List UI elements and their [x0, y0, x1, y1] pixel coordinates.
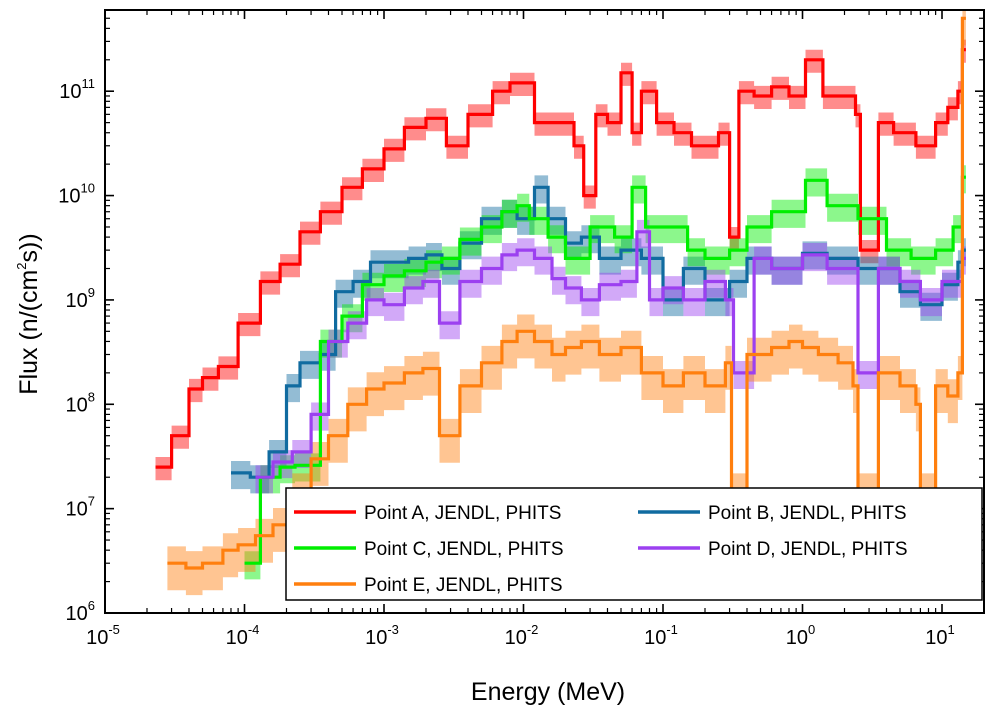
y-tick-label-exponent: 10: [81, 181, 95, 196]
x-tick-label-base: 10: [505, 627, 527, 649]
y-tick-label-exponent: 8: [88, 389, 95, 404]
x-tick-label-exponent: -1: [666, 622, 678, 637]
legend-box: [285, 487, 983, 601]
y-tick-label-base: 10: [66, 394, 88, 416]
series-1-line: [231, 185, 966, 479]
x-tick-label: 10-3: [365, 622, 399, 649]
axes: [104, 9, 985, 614]
x-tick-label-exponent: 0: [808, 622, 815, 637]
x-tick-label: 100: [786, 622, 815, 649]
x-axis-title: Energy (MeV): [471, 678, 625, 706]
x-tick-label-base: 10: [644, 627, 666, 649]
x-tick-label: 10-4: [226, 622, 260, 649]
y-tick-label: 1011: [59, 76, 95, 103]
x-tick-label-base: 10: [786, 627, 808, 649]
y-axis-title: Flux (n/(cm2s)): [14, 233, 43, 394]
series-3-line: [255, 230, 966, 479]
series-0-line: [155, 48, 966, 469]
legend-label-1: Point B, JENDL, PHITS: [708, 503, 907, 524]
y-tick-label-exponent: 11: [82, 76, 96, 91]
x-tick-label-base: 10: [365, 627, 387, 649]
x-tick-label-exponent: -2: [527, 622, 539, 637]
y-tick-label-base: 10: [66, 603, 88, 625]
series-1-uncertainty-band: [231, 175, 966, 494]
plot-frame: [104, 9, 985, 614]
series-3-uncertainty-band: [255, 219, 966, 494]
x-tick-label: 10-5: [86, 622, 120, 649]
series-4-line: [167, 16, 966, 570]
series-0-uncertainty-band: [155, 39, 966, 481]
y-tick-label-exponent: 6: [88, 598, 95, 613]
y-tick-label-exponent: 9: [88, 285, 95, 300]
legend-label-3: Point D, JENDL, PHITS: [708, 539, 908, 560]
y-tick-label: 1010: [58, 181, 95, 208]
x-tick-label-base: 10: [226, 627, 248, 649]
y-tick-label-base: 10: [66, 290, 88, 312]
y-tick-label-exponent: 7: [88, 494, 95, 509]
legend-label-4: Point E, JENDL, PHITS: [364, 575, 563, 596]
legend-label-0: Point A, JENDL, PHITS: [364, 503, 561, 524]
x-tick-label: 10-1: [644, 622, 678, 649]
x-tick-label-exponent: -4: [248, 622, 260, 637]
y-tick-label: 107: [66, 494, 95, 521]
x-tick-label-exponent: -3: [387, 622, 399, 637]
x-tick-label: 10-2: [505, 622, 539, 649]
x-tick-label: 101: [925, 622, 954, 649]
x-tick-label-exponent: 1: [948, 622, 955, 637]
tick-labels: 10-5 10-4 10-3 10-2 10-1 100 10110610710810910…: [58, 76, 954, 649]
series-2-line: [244, 175, 966, 565]
y-tick-label-base: 10: [59, 81, 81, 103]
y-tick-label-base: 10: [58, 186, 80, 208]
y-tick-label: 106: [66, 598, 95, 625]
series-lines: [155, 16, 966, 570]
x-tick-label-exponent: -5: [108, 622, 120, 637]
legend: Point A, JENDL, PHITS Point B, JENDL, PHI…: [285, 487, 983, 601]
x-tick-label-base: 10: [925, 627, 947, 649]
series-4-uncertainty-band: [167, 10, 966, 596]
y-tick-label: 108: [66, 389, 95, 416]
y-tick-label: 109: [66, 285, 95, 312]
legend-label-2: Point C, JENDL, PHITS: [364, 539, 564, 560]
x-tick-label-base: 10: [86, 627, 108, 649]
y-tick-label-base: 10: [66, 499, 88, 521]
